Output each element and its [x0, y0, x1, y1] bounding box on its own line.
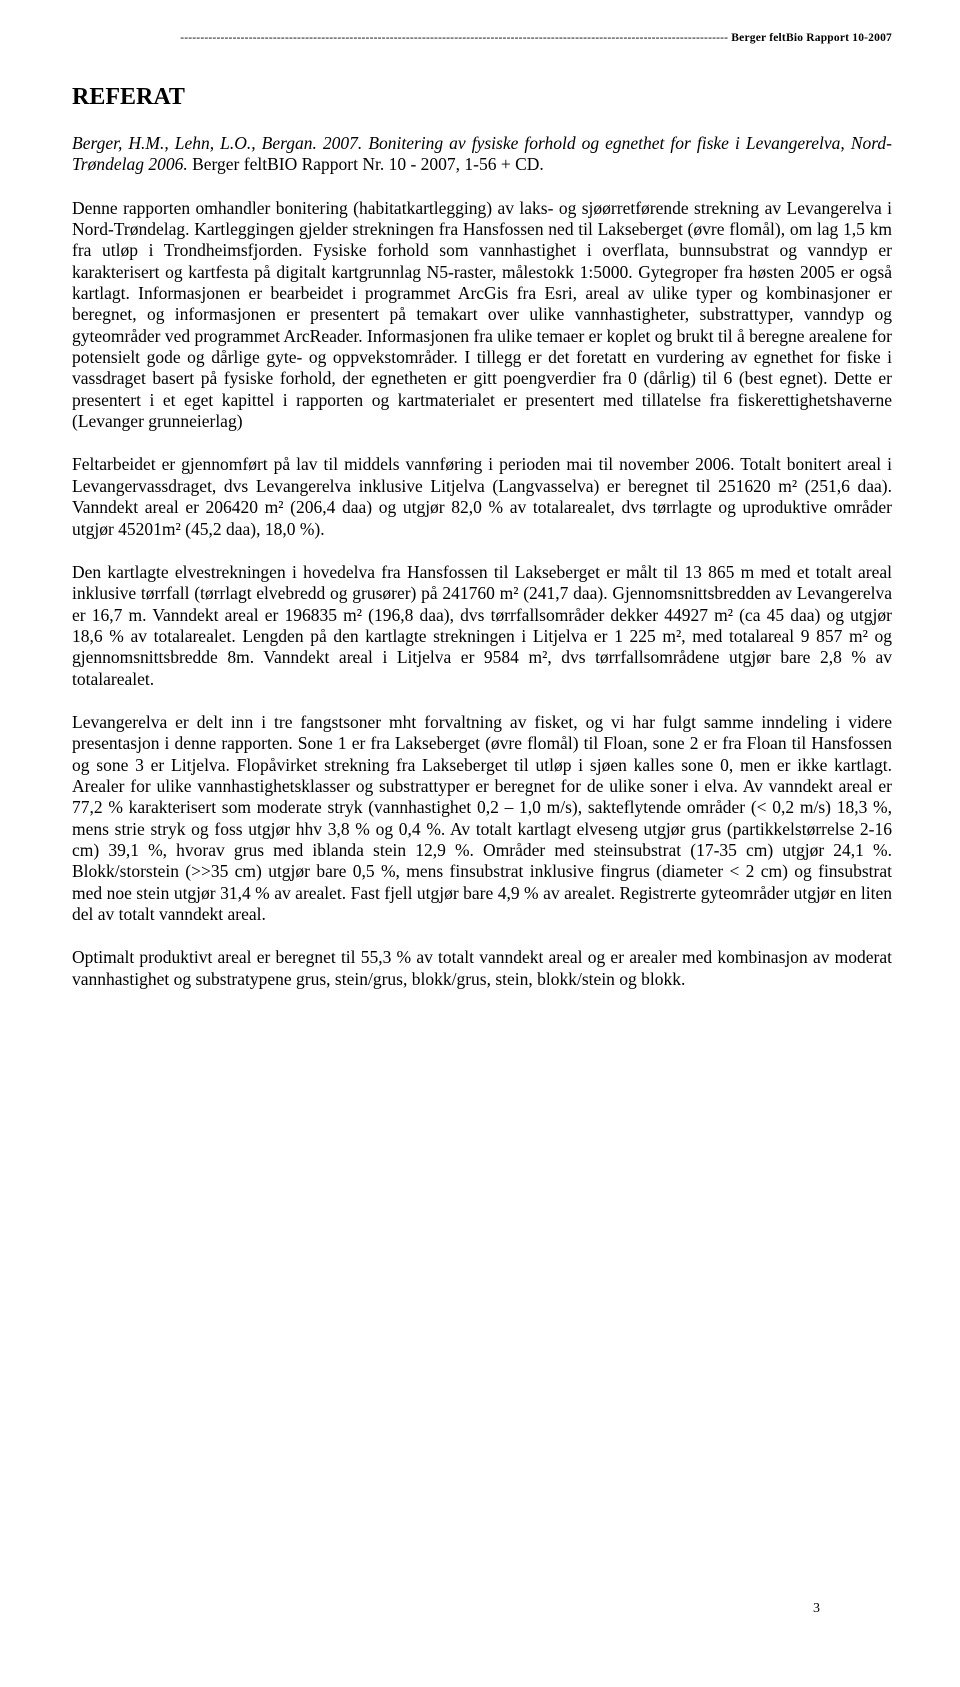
header-dashes: ----------------------------------------…: [180, 32, 728, 44]
body-paragraph-5: Optimalt produktivt areal er beregnet ti…: [72, 947, 892, 990]
report-title-header: Berger feltBio Rapport 10-2007: [731, 32, 892, 44]
page-number: 3: [813, 1601, 820, 1617]
body-paragraph-3: Den kartlagte elvestrekningen i hovedelv…: [72, 562, 892, 690]
document-header: ----------------------------------------…: [72, 32, 892, 44]
citation-paragraph: Berger, H.M., Lehn, L.O., Bergan. 2007. …: [72, 133, 892, 176]
body-paragraph-4: Levangerelva er delt inn i tre fangstson…: [72, 712, 892, 925]
main-heading: REFERAT: [72, 84, 892, 111]
body-paragraph-1: Denne rapporten omhandler bonitering (ha…: [72, 198, 892, 433]
body-paragraph-2: Feltarbeidet er gjennomført på lav til m…: [72, 454, 892, 539]
citation-rest: Berger feltBIO Rapport Nr. 10 - 2007, 1-…: [188, 154, 544, 174]
